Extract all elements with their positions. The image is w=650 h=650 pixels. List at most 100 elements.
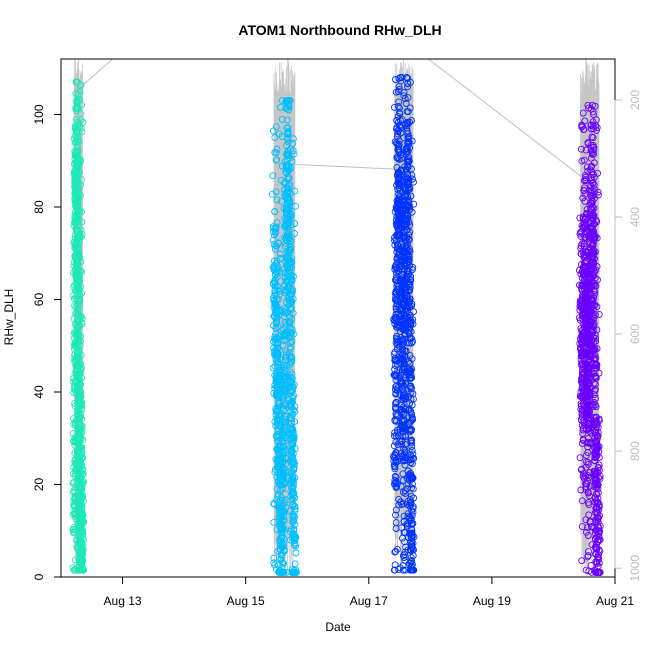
data-point [582,146,590,154]
data-point [283,97,291,105]
data-point [71,449,79,457]
data-point [75,420,83,428]
data-point [288,478,296,486]
data-point [577,388,585,396]
data-point [288,328,296,336]
data-point [592,471,600,479]
data-point [288,419,296,427]
data-point [292,202,299,210]
data-point [579,109,587,117]
data-point [77,548,85,556]
data-point [401,294,409,302]
data-point [286,345,294,353]
data-point [72,166,80,174]
data-point [71,219,79,227]
data-point [578,292,586,300]
data-point [281,274,289,282]
data-point [403,218,410,226]
data-point [596,512,604,520]
data-point [579,435,587,443]
data-point [591,475,599,483]
data-point [271,292,279,300]
data-point [270,236,277,244]
data-point [403,176,410,184]
series-flight-3 [389,74,418,574]
data-point [394,102,402,110]
data-point [399,189,407,197]
data-point [591,274,599,282]
data-point [287,458,295,466]
data-point [578,557,586,565]
data-point [403,266,411,274]
data-point [582,175,589,183]
data-point [77,485,84,493]
data-point [70,479,78,486]
data-point [587,192,595,200]
data-point [78,529,86,537]
data-point [594,481,602,489]
data-point [71,302,79,310]
data-point [278,197,286,205]
chart-title: ATOM1 Northbound RHw_DLH [238,22,441,38]
data-point [400,92,408,100]
data-point [588,267,596,274]
data-point [585,104,593,112]
data-point [280,534,287,542]
data-point [585,511,593,519]
data-point [392,511,399,519]
data-point [405,257,413,265]
data-point [275,452,283,460]
data-point [281,437,289,445]
data-point [584,101,592,109]
data-point [393,154,401,162]
data-point [78,516,86,524]
data-point [407,529,415,537]
data-point [407,418,415,426]
data-point [405,218,413,226]
data-point [283,362,291,369]
data-point [71,493,79,501]
data-point [581,472,589,480]
data-point [285,106,293,114]
data-point [579,386,587,394]
data-point [397,422,405,429]
data-point [577,486,585,494]
data-point [271,133,279,141]
data-point [278,97,286,105]
data-point [71,351,79,359]
data-point [405,369,413,377]
data-point [584,223,592,231]
data-point [272,383,280,391]
data-point [391,356,399,364]
data-point [392,323,400,331]
data-point [272,339,280,347]
data-point [392,334,400,342]
data-point [578,409,586,417]
data-point [400,445,408,453]
data-point [290,406,298,414]
data-point [76,435,84,443]
data-point [581,348,589,356]
data-point [580,285,588,293]
data-point [73,272,81,280]
data-point [401,356,409,364]
data-point [392,88,400,96]
data-point [392,205,400,213]
data-point [408,334,415,342]
data-point [73,212,81,220]
data-point [284,194,292,202]
data-point [70,463,78,471]
data-point [583,205,591,213]
data-point [407,559,415,567]
data-point [281,373,289,381]
data-point [582,528,590,536]
data-point [410,200,418,208]
data-point [403,196,411,204]
data-point [392,506,400,514]
data-point [271,289,279,297]
data-point [392,525,400,532]
data-point [577,145,585,153]
data-point [76,538,84,546]
